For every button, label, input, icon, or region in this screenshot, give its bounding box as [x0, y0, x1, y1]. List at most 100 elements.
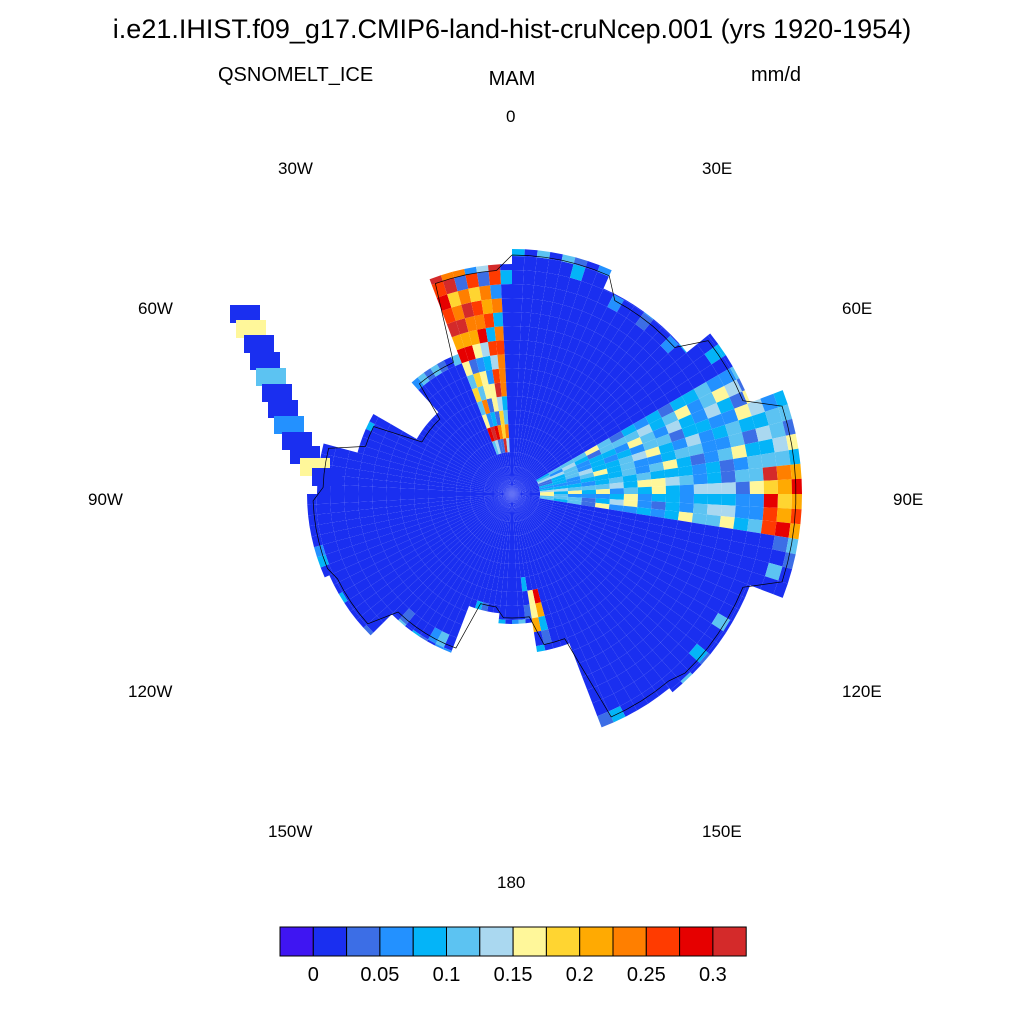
map-cell	[715, 344, 726, 357]
map-cell	[636, 472, 652, 481]
map-cell	[534, 430, 544, 445]
map-cell	[564, 511, 579, 520]
map-cell	[454, 411, 467, 426]
map-cell	[361, 523, 377, 534]
map-cell	[506, 382, 512, 397]
map-cell	[449, 621, 462, 638]
map-cell	[616, 528, 632, 540]
map-cell	[485, 484, 499, 490]
map-cell	[525, 397, 533, 412]
map-cell	[661, 562, 679, 577]
map-cell	[472, 570, 482, 586]
map-cell	[544, 272, 559, 289]
map-cell	[551, 504, 567, 512]
map-cell	[620, 461, 636, 471]
map-cell	[428, 501, 443, 508]
map-cell	[782, 418, 796, 436]
map-cell	[494, 590, 502, 606]
map-cell	[338, 545, 356, 560]
map-cell	[497, 534, 504, 549]
map-cell	[503, 482, 512, 494]
map-cell	[500, 270, 512, 285]
map-cell	[512, 535, 515, 550]
map-cell	[519, 470, 529, 483]
map-cell	[434, 643, 444, 650]
map-cell	[491, 440, 499, 455]
map-cell	[475, 508, 489, 517]
map-cell	[400, 482, 415, 489]
map-cell	[503, 438, 508, 453]
map-cell	[605, 593, 621, 609]
map-cell	[600, 374, 615, 390]
map-cell	[492, 368, 501, 384]
map-cell	[359, 608, 377, 626]
map-cell	[626, 629, 644, 647]
map-cell	[359, 585, 377, 601]
map-cell	[785, 433, 799, 451]
map-cell	[486, 499, 500, 507]
map-cell	[330, 502, 345, 513]
map-cell	[526, 426, 534, 441]
map-cell	[613, 411, 630, 426]
map-cell	[564, 437, 578, 450]
map-cell	[517, 382, 524, 397]
map-cell	[575, 519, 591, 529]
map-cell	[474, 600, 483, 610]
map-cell	[665, 485, 680, 494]
map-cell	[521, 503, 532, 515]
map-cell	[402, 550, 419, 563]
map-cell	[539, 487, 554, 492]
map-cell	[505, 481, 512, 494]
map-cell	[522, 439, 530, 455]
map-cell	[641, 571, 658, 586]
map-cell	[593, 468, 608, 477]
map-cell	[517, 452, 523, 467]
map-cell	[467, 404, 478, 420]
map-cell	[468, 329, 480, 346]
map-cell	[472, 402, 482, 418]
map-cell	[522, 533, 530, 549]
map-cell	[749, 480, 764, 494]
map-cell	[480, 543, 490, 558]
map-cell	[623, 487, 638, 494]
map-cell	[492, 503, 503, 515]
map-cell	[765, 407, 783, 426]
map-cell	[517, 368, 526, 383]
map-cell	[491, 298, 503, 313]
map-cell	[515, 507, 521, 521]
map-cell	[529, 398, 538, 413]
map-cell	[502, 494, 512, 505]
map-cell	[572, 294, 588, 311]
map-cell	[691, 564, 709, 580]
map-cell	[523, 604, 532, 620]
map-cell	[543, 554, 554, 569]
map-cell	[358, 485, 373, 494]
map-cell	[512, 494, 523, 504]
map-cell	[575, 615, 589, 632]
map-cell	[407, 448, 423, 459]
map-cell	[505, 521, 510, 536]
map-cell	[519, 505, 528, 519]
map-cell	[738, 416, 756, 433]
map-cell	[462, 513, 476, 522]
map-cell	[553, 488, 568, 492]
map-cell	[509, 480, 512, 494]
map-cell	[442, 277, 458, 295]
map-cell	[457, 476, 473, 484]
map-cell	[559, 334, 573, 351]
map-cell	[567, 486, 582, 492]
map-cell	[390, 523, 406, 533]
map-cell	[772, 535, 789, 553]
map-cell	[334, 528, 350, 542]
map-cell	[443, 475, 458, 483]
map-cell	[627, 646, 645, 664]
map-cell	[688, 643, 708, 663]
map-cell	[501, 298, 512, 313]
colorbar-tick-label: 0.3	[698, 964, 727, 986]
map-cell	[523, 411, 530, 426]
map-cell	[567, 496, 582, 502]
map-cell	[408, 578, 423, 593]
map-cell	[457, 479, 472, 486]
map-cell	[541, 629, 552, 645]
